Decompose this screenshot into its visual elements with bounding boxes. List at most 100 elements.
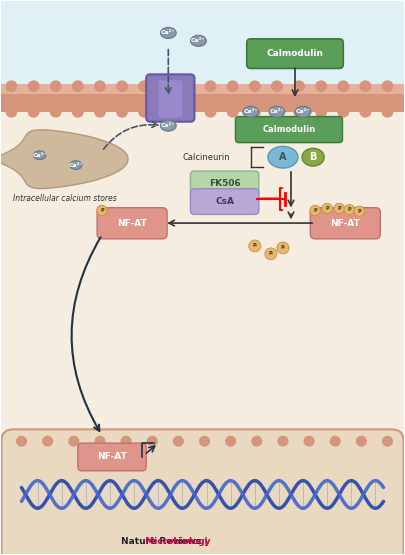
Text: Ca²⁺: Ca²⁺ — [32, 153, 47, 158]
Text: Ca²⁺: Ca²⁺ — [296, 109, 310, 114]
Circle shape — [200, 436, 209, 446]
Circle shape — [121, 436, 131, 446]
Circle shape — [382, 81, 393, 92]
Circle shape — [51, 107, 61, 117]
Circle shape — [69, 436, 79, 446]
Ellipse shape — [302, 148, 324, 166]
FancyBboxPatch shape — [190, 189, 259, 214]
Circle shape — [226, 436, 235, 446]
Text: NF-AT: NF-AT — [117, 219, 147, 228]
Text: Calcineurin: Calcineurin — [182, 153, 230, 162]
Circle shape — [161, 107, 172, 117]
FancyBboxPatch shape — [158, 80, 182, 118]
Circle shape — [72, 81, 83, 92]
Text: CsA: CsA — [215, 197, 234, 206]
Circle shape — [383, 436, 392, 446]
Ellipse shape — [295, 107, 311, 117]
Text: FK506: FK506 — [209, 179, 241, 188]
Circle shape — [272, 107, 282, 117]
Text: Calmodulin: Calmodulin — [266, 49, 324, 58]
Text: P: P — [313, 208, 317, 213]
Circle shape — [354, 206, 365, 216]
Circle shape — [294, 107, 304, 117]
FancyBboxPatch shape — [1, 88, 404, 112]
Text: P: P — [100, 208, 104, 213]
Circle shape — [294, 81, 304, 92]
Circle shape — [228, 107, 238, 117]
Ellipse shape — [243, 107, 259, 117]
Text: Microbiology: Microbiology — [89, 537, 211, 546]
Circle shape — [360, 81, 371, 92]
Circle shape — [252, 436, 262, 446]
Circle shape — [28, 107, 39, 117]
Text: P: P — [347, 207, 351, 212]
Text: Ca²⁺: Ca²⁺ — [270, 109, 284, 114]
Circle shape — [28, 81, 39, 92]
Circle shape — [316, 81, 326, 92]
Circle shape — [97, 205, 107, 215]
Circle shape — [183, 81, 194, 92]
Circle shape — [344, 205, 354, 215]
Circle shape — [6, 81, 17, 92]
Text: P: P — [325, 206, 329, 211]
Text: NF-AT: NF-AT — [330, 219, 360, 228]
Circle shape — [95, 107, 105, 117]
FancyBboxPatch shape — [1, 2, 404, 100]
Circle shape — [265, 248, 277, 260]
Text: Ca²⁺: Ca²⁺ — [243, 109, 258, 114]
Circle shape — [310, 205, 320, 215]
Circle shape — [322, 203, 333, 214]
Circle shape — [249, 107, 260, 117]
Ellipse shape — [191, 36, 207, 47]
Text: P$_i$: P$_i$ — [252, 241, 258, 250]
FancyBboxPatch shape — [235, 117, 343, 143]
Circle shape — [249, 81, 260, 92]
Circle shape — [338, 107, 349, 117]
Circle shape — [139, 107, 149, 117]
Circle shape — [95, 81, 105, 92]
Text: Intracellular calcium stores: Intracellular calcium stores — [13, 194, 117, 203]
Circle shape — [51, 81, 61, 92]
Circle shape — [334, 203, 345, 214]
Polygon shape — [0, 130, 128, 189]
Ellipse shape — [160, 120, 176, 131]
FancyBboxPatch shape — [1, 430, 404, 555]
Ellipse shape — [269, 107, 285, 117]
Ellipse shape — [33, 151, 46, 159]
Circle shape — [205, 107, 216, 117]
Circle shape — [117, 107, 127, 117]
Ellipse shape — [160, 27, 176, 38]
Circle shape — [338, 81, 349, 92]
Text: B: B — [309, 152, 317, 162]
Ellipse shape — [268, 147, 298, 168]
Text: P: P — [358, 209, 361, 214]
Circle shape — [228, 81, 238, 92]
Circle shape — [173, 436, 183, 446]
Text: Ca²⁺: Ca²⁺ — [68, 163, 83, 168]
Text: A: A — [279, 152, 287, 162]
Circle shape — [117, 81, 127, 92]
Text: P: P — [337, 206, 341, 211]
FancyBboxPatch shape — [146, 74, 194, 122]
Text: Ca²⁺: Ca²⁺ — [161, 123, 176, 128]
Circle shape — [161, 81, 172, 92]
FancyBboxPatch shape — [310, 208, 380, 239]
Circle shape — [382, 107, 393, 117]
Text: P$_i$: P$_i$ — [280, 244, 286, 253]
Circle shape — [139, 81, 149, 92]
FancyBboxPatch shape — [97, 208, 167, 239]
Text: NF-AT: NF-AT — [97, 452, 127, 461]
Circle shape — [6, 107, 17, 117]
Text: Ca²⁺: Ca²⁺ — [191, 38, 206, 43]
Circle shape — [330, 436, 340, 446]
Circle shape — [205, 81, 216, 92]
FancyBboxPatch shape — [78, 443, 146, 471]
Circle shape — [277, 242, 289, 254]
Text: Nature Reviews |: Nature Reviews | — [121, 537, 211, 546]
FancyBboxPatch shape — [247, 39, 343, 68]
Circle shape — [272, 81, 282, 92]
Circle shape — [356, 436, 366, 446]
Text: Calmodulin: Calmodulin — [262, 125, 315, 134]
FancyBboxPatch shape — [190, 171, 259, 196]
FancyBboxPatch shape — [1, 100, 404, 455]
